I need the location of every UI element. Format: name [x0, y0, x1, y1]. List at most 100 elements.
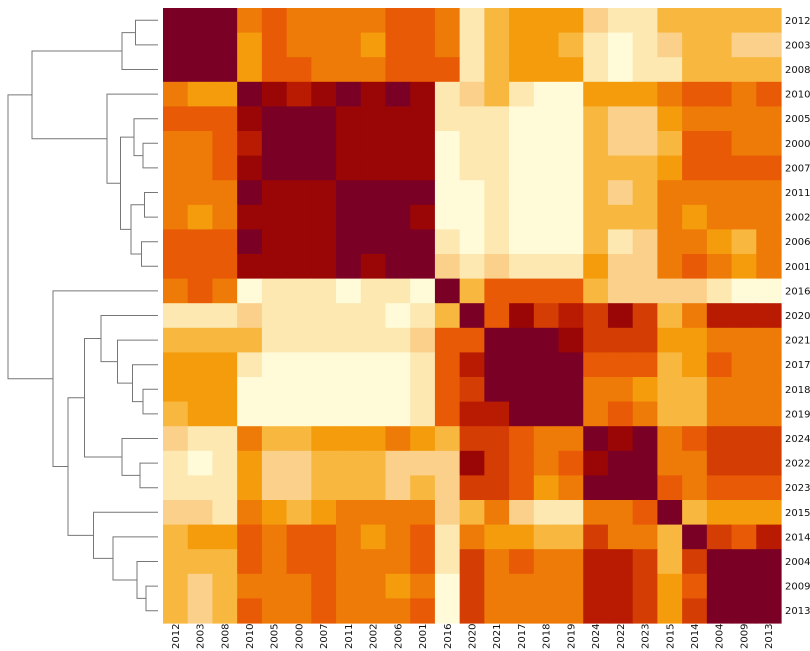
heatmap-cell — [484, 549, 510, 575]
heatmap-cell — [163, 524, 189, 550]
heatmap-cell — [459, 254, 485, 280]
heatmap-cell — [212, 500, 238, 526]
heatmap-cell — [212, 327, 238, 353]
heatmap-cell — [756, 352, 782, 378]
heatmap-cell — [237, 180, 263, 206]
heatmap-cell — [459, 229, 485, 255]
heatmap-cell — [731, 573, 757, 599]
heatmap-cell — [583, 549, 609, 575]
heatmap-cell — [237, 401, 263, 427]
heatmap-cell — [682, 303, 708, 329]
heatmap-cell — [385, 500, 411, 526]
heatmap-cell — [187, 180, 214, 206]
heatmap-cell — [434, 352, 461, 378]
heatmap-cell — [434, 106, 461, 132]
heatmap-cell — [187, 573, 214, 599]
heatmap-cell — [360, 352, 387, 378]
heatmap-cell — [286, 573, 312, 599]
heatmap-cell — [509, 426, 535, 452]
heatmap-cell — [360, 401, 387, 427]
heatmap-cell — [459, 524, 485, 550]
heatmap-cell — [558, 401, 584, 427]
column-tick-label: 2020 — [468, 624, 479, 649]
heatmap-cell — [212, 81, 238, 107]
heatmap-cell — [682, 229, 708, 255]
heatmap-cell — [311, 573, 337, 599]
heatmap-cell — [657, 229, 683, 255]
heatmap-cell — [632, 32, 658, 58]
heatmap-cell — [336, 32, 362, 58]
column-tick-labels: 2012 2003 2008 2010 2005 2000 2007 2011 2002 2006… — [171, 624, 775, 649]
heatmap-cell — [237, 106, 263, 132]
heatmap-cell — [237, 131, 263, 157]
heatmap-cell — [261, 155, 288, 181]
heatmap-cell — [410, 377, 436, 403]
heatmap-cell — [385, 352, 411, 378]
heatmap-cell — [706, 303, 733, 329]
heatmap-cell — [509, 598, 535, 624]
heatmap-cell — [261, 229, 288, 255]
heatmap-cell — [261, 303, 288, 329]
heatmap-cell — [410, 106, 436, 132]
heatmap-cell — [212, 450, 238, 476]
heatmap-cell — [360, 32, 387, 58]
heatmap-cell — [632, 573, 658, 599]
dendrogram-branch — [136, 561, 158, 599]
heatmap-cell — [583, 303, 609, 329]
heatmap-cell — [682, 8, 708, 34]
heatmap-cell — [261, 573, 288, 599]
heatmap-cell — [237, 254, 263, 280]
heatmap-cell — [657, 106, 683, 132]
heatmap-cell — [336, 426, 362, 452]
heatmap-cell — [706, 401, 733, 427]
heatmap-cell — [336, 131, 362, 157]
heatmap-cell — [385, 598, 411, 624]
heatmap-cell — [360, 549, 387, 575]
heatmap-cell — [459, 500, 485, 526]
heatmap-cell — [533, 8, 560, 34]
heatmap-cell — [360, 377, 387, 403]
heatmap-cell — [187, 352, 214, 378]
heatmap-cell — [434, 180, 461, 206]
heatmap-cell — [385, 229, 411, 255]
heatmap-cell — [509, 57, 535, 83]
heatmap-cell — [756, 303, 782, 329]
heatmap-cell — [212, 549, 238, 575]
heatmap-cell — [632, 57, 658, 83]
heatmap-cell — [336, 278, 362, 304]
heatmap-cell — [434, 500, 461, 526]
heatmap-cell — [237, 303, 263, 329]
column-tick-label: 2008 — [220, 624, 231, 649]
heatmap-cell — [484, 475, 510, 501]
heatmap-cell — [261, 327, 288, 353]
heatmap-cell — [187, 278, 214, 304]
heatmap-cell — [706, 131, 733, 157]
heatmap-cell — [434, 327, 461, 353]
heatmap-cell — [286, 278, 312, 304]
dendrogram-branch — [133, 118, 158, 157]
heatmap-cell — [756, 229, 782, 255]
heatmap-cell — [311, 303, 337, 329]
heatmap-cell — [484, 303, 510, 329]
heatmap-cell — [385, 57, 411, 83]
heatmap-cell — [682, 155, 708, 181]
heatmap-cell — [558, 229, 584, 255]
heatmap-cell — [434, 278, 461, 304]
heatmap-cell — [410, 81, 436, 107]
heatmap-cell — [163, 377, 189, 403]
heatmap-cell — [336, 524, 362, 550]
heatmap-cell — [756, 549, 782, 575]
heatmap-cell — [360, 303, 387, 329]
heatmap-cell — [756, 131, 782, 157]
heatmap-cell — [212, 303, 238, 329]
heatmap-cell — [385, 254, 411, 280]
heatmap-cell — [706, 32, 733, 58]
column-tick-label: 2016 — [443, 624, 454, 649]
row-tick-label: 2007 — [785, 163, 810, 174]
heatmap-cell — [731, 155, 757, 181]
heatmap-cell — [632, 106, 658, 132]
heatmap-cell — [706, 106, 733, 132]
heatmap-cell — [533, 450, 560, 476]
heatmap-cell — [756, 500, 782, 526]
heatmap-cell — [657, 8, 683, 34]
